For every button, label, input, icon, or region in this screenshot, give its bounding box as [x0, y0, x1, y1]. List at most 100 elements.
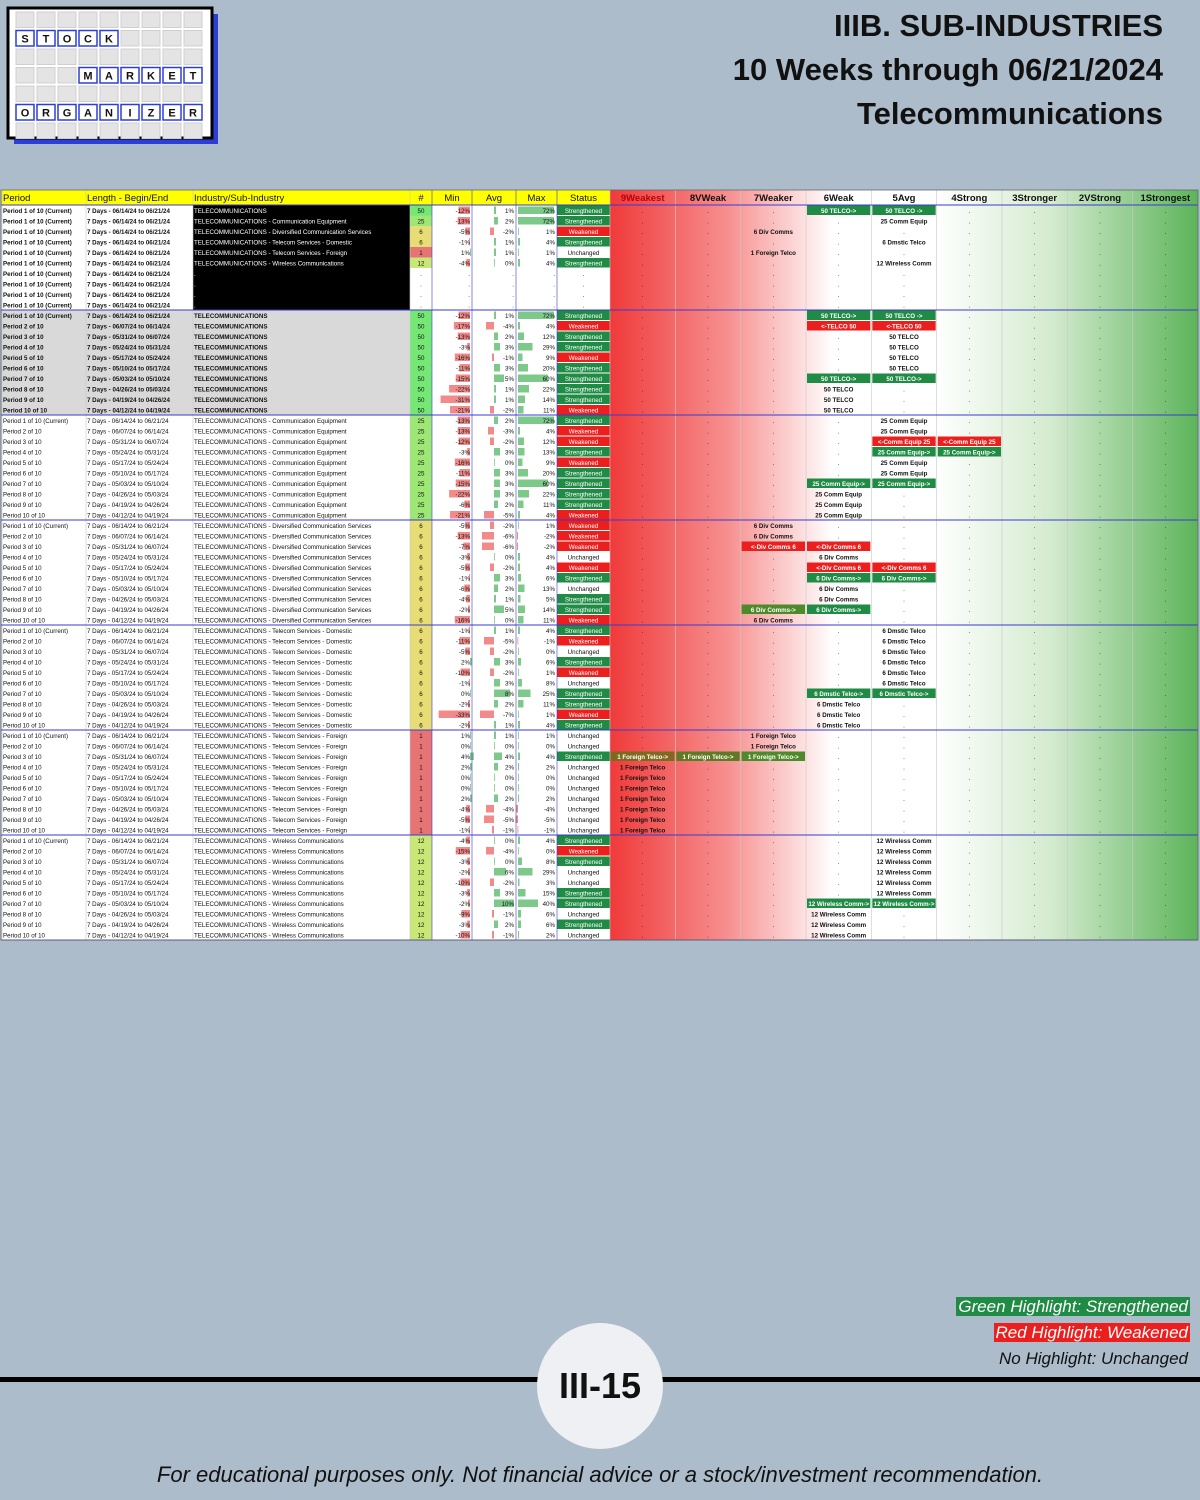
- rating-cell: .: [642, 617, 644, 624]
- rating-cell: .: [642, 838, 644, 845]
- status-bg: [557, 615, 610, 625]
- rating-cell: .: [642, 712, 644, 719]
- cell: -16%: [456, 617, 471, 624]
- cell: Unchanged: [568, 806, 600, 813]
- logo-letter: I: [128, 107, 131, 119]
- status-bg: [557, 699, 610, 709]
- cell: 7 Days - 05/24/24 to 05/31/24: [87, 869, 169, 876]
- rating-cell: 6 Div Comms: [754, 617, 794, 624]
- rating-cell: .: [838, 523, 840, 530]
- rating-cell: .: [1034, 838, 1036, 845]
- rating-cell: 6 Dmstic Telco: [882, 659, 925, 666]
- rating-cell: 6 Div Comms: [819, 596, 859, 603]
- cell: 6: [419, 229, 423, 236]
- rating-cell: .: [1034, 659, 1036, 666]
- bar: [464, 500, 470, 508]
- rating-cell: .: [707, 428, 709, 435]
- cell: 6: [419, 680, 423, 687]
- rating-cell: .: [968, 470, 970, 477]
- rating-cell: 50 TELCO->: [821, 376, 857, 383]
- cell: 50: [418, 323, 425, 330]
- cell: 7 Days - 06/07/24 to 06/14/24: [87, 848, 169, 855]
- cell: 0%: [505, 838, 514, 845]
- rating-cell: .: [1099, 313, 1101, 320]
- count-bg: [410, 499, 432, 510]
- cell: 3%: [505, 680, 514, 687]
- cell: 14%: [543, 607, 556, 614]
- rating-cell: .: [968, 817, 970, 824]
- rating-cell: 1 Foreign Telco: [620, 806, 665, 813]
- cell: -3%: [459, 890, 471, 897]
- rating-cell: .: [707, 901, 709, 908]
- bar: [494, 899, 514, 907]
- rating-cell: .: [707, 680, 709, 687]
- logo-letter-box: [15, 29, 35, 47]
- status-bg: [557, 489, 610, 499]
- rating-cell: .: [707, 470, 709, 477]
- cell: Strengthened: [565, 502, 603, 509]
- cell-bg: [193, 257, 410, 268]
- rating-cell: .: [903, 932, 905, 939]
- cell: Unchanged: [568, 743, 600, 750]
- bar: [490, 668, 494, 676]
- cell: 5%: [505, 607, 514, 614]
- rating-cell: .: [1164, 313, 1166, 320]
- count-bg: [410, 457, 432, 468]
- cell: 9%: [546, 460, 555, 467]
- rating-cell: .: [838, 281, 840, 288]
- cell: Period 8 of 10: [3, 491, 42, 498]
- rating-cell: .: [642, 386, 644, 393]
- cell: 7 Days - 06/07/24 to 06/14/24: [87, 323, 170, 330]
- cell: 3%: [505, 481, 514, 488]
- cell: TELECOMMUNICATIONS - Wireless Communicat…: [194, 901, 344, 908]
- logo-cell: [120, 122, 140, 139]
- bar: [518, 332, 524, 340]
- bar: [494, 595, 496, 603]
- rating-cell: .: [1164, 848, 1166, 855]
- status-bg: [557, 373, 610, 383]
- rating-cell: .: [642, 901, 644, 908]
- rating-cell: .: [642, 470, 644, 477]
- cell: TELECOMMUNICATIONS - Diversified Communi…: [194, 586, 371, 593]
- rating-cell: .: [707, 229, 709, 236]
- cell: Strengthened: [565, 365, 603, 372]
- rating-cell: 12 Wireless Comm: [877, 260, 932, 267]
- logo-cell: [162, 30, 182, 47]
- rating-cell: .: [1164, 743, 1166, 750]
- count-bg: [410, 226, 432, 237]
- cell: 7 Days - 06/14/24 to 06/21/24: [87, 313, 170, 320]
- bar: [518, 521, 519, 529]
- rating-cell: .: [1034, 638, 1036, 645]
- rating-cell: .: [1034, 628, 1036, 635]
- rating-cell: .: [1099, 281, 1101, 288]
- rating-cell: .: [1034, 691, 1036, 698]
- cell: -2%: [459, 701, 471, 708]
- cell: 6%: [546, 575, 555, 582]
- rating-cell: .: [1034, 470, 1036, 477]
- count-bg: [410, 362, 432, 373]
- rating-cell: .: [1034, 523, 1036, 530]
- rating-cell: .: [1034, 775, 1036, 782]
- cell: 7 Days - 04/12/24 to 04/19/24: [87, 512, 169, 519]
- cell: Strengthened: [565, 397, 603, 404]
- rating-cell: .: [1164, 481, 1166, 488]
- rating-cell: .: [968, 491, 970, 498]
- rating-cell: .: [1034, 281, 1036, 288]
- rating-cell: .: [968, 271, 970, 278]
- cell: Strengthened: [565, 376, 603, 383]
- cell: -6%: [503, 544, 515, 551]
- rating-cell: .: [772, 239, 774, 246]
- rating-cell: .: [642, 890, 644, 897]
- cell: TELECOMMUNICATIONS - Diversified Communi…: [194, 607, 371, 614]
- rating-cell: .: [707, 365, 709, 372]
- rating-cell: .: [838, 271, 840, 278]
- count-bg: [410, 205, 432, 216]
- cell: -10%: [456, 670, 471, 677]
- cell: 6: [419, 659, 423, 666]
- rating-cell: .: [1034, 754, 1036, 761]
- cell-bg: [1, 404, 410, 415]
- rating-cell: .: [903, 271, 905, 278]
- rating-cell: .: [772, 428, 774, 435]
- cell: TELECOMMUNICATIONS - Telecom Services - …: [194, 712, 352, 719]
